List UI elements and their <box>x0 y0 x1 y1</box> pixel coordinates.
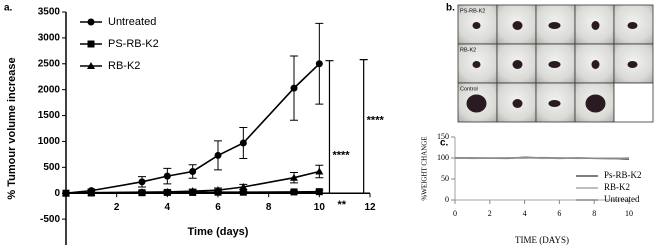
x-tick-label: 2 <box>114 202 120 213</box>
tumour <box>548 22 561 29</box>
marker <box>138 178 146 186</box>
y-axis-label: %WEIGHT CHANGE <box>421 136 429 200</box>
tumour <box>512 21 523 30</box>
x-tick-label: 6 <box>215 202 221 213</box>
tumour <box>472 22 481 29</box>
x-tick-label: 8 <box>266 202 272 213</box>
marker <box>138 188 146 196</box>
tumour <box>585 94 606 113</box>
tumour <box>548 61 561 68</box>
photo-cell <box>574 82 615 123</box>
y-tick-label: 150 <box>437 132 449 141</box>
x-tick-label: 0 <box>453 209 457 218</box>
marker <box>290 188 298 196</box>
x-tick-label: 12 <box>364 202 376 213</box>
legend-marker <box>87 18 95 26</box>
x-tick-label: 4 <box>165 202 171 213</box>
x-tick-label: 4 <box>523 209 527 218</box>
tumour <box>627 22 638 29</box>
y-tick-label: 100 <box>437 153 449 162</box>
annotation: ** <box>338 199 347 211</box>
marker <box>163 187 172 195</box>
y-tick-label: 1000 <box>38 136 61 147</box>
y-tick-label: 3500 <box>38 7 61 18</box>
y-tick-label: 2500 <box>38 58 61 69</box>
y-tick-label: -500 <box>40 214 60 225</box>
marker <box>87 188 96 196</box>
marker <box>290 84 298 92</box>
marker <box>214 151 222 159</box>
legend-label: Untreated <box>108 16 156 28</box>
x-tick-label: 10 <box>314 202 326 213</box>
y-tick-label: 3000 <box>38 33 61 44</box>
x-tick-label: 2 <box>488 209 492 218</box>
photo-cell <box>613 82 654 123</box>
legend-label: Ps-RB-K2 <box>604 170 642 180</box>
marker <box>163 172 171 180</box>
x-axis-label: TIME (DAYS) <box>515 235 569 245</box>
tumour <box>512 99 523 108</box>
y-tick-label: 2000 <box>38 84 61 95</box>
tumour <box>472 61 481 68</box>
y-tick-label: 1500 <box>38 110 61 121</box>
tumour <box>591 21 600 30</box>
tumour <box>548 100 561 107</box>
panel-label: a. <box>4 3 13 14</box>
panel-label: b. <box>446 3 455 14</box>
annotation: **** <box>367 115 385 127</box>
marker <box>239 183 248 191</box>
photo-cell <box>535 43 576 84</box>
y-tick-label: 50 <box>441 174 449 183</box>
marker <box>62 189 70 197</box>
marker <box>214 186 222 194</box>
marker <box>315 167 324 175</box>
annotation: **** <box>332 149 350 161</box>
legend-label: Untreated <box>604 194 640 204</box>
tumour <box>512 60 523 69</box>
tumour <box>627 61 638 68</box>
legend-marker <box>87 62 95 69</box>
marker <box>189 167 197 175</box>
row-label: PS-RB-K2 <box>460 8 485 14</box>
chart: -500 0 500 1000 1500 2000 2500 3000 3500 2 4 6 8 10 12… <box>4 3 385 245</box>
marker <box>290 173 298 181</box>
x-tick-label: 10 <box>625 209 633 218</box>
legend-marker <box>87 40 95 48</box>
legend-label: PS-RB-K2 <box>108 38 159 50</box>
x-tick-label: 6 <box>557 209 561 218</box>
y-axis-label: % Tumour volume increase <box>6 57 18 199</box>
significance-bracket <box>325 60 334 194</box>
marker <box>239 188 247 196</box>
legend-label: RB-K2 <box>108 60 140 72</box>
series-line <box>455 156 630 160</box>
chart: 0 50 100 150 0 2 4 6 8 10 c. %WEIGHT CHANGE TIME (DA… <box>421 132 642 245</box>
y-tick-label: 500 <box>43 162 60 173</box>
panel-label: c. <box>440 138 449 149</box>
y-tick-label: 0 <box>54 188 60 199</box>
marker <box>315 188 323 196</box>
tumour <box>591 60 600 69</box>
x-tick-label: 8 <box>592 209 596 218</box>
significance-bracket <box>359 59 368 194</box>
marker <box>239 139 247 147</box>
y-tick-label: 0 <box>445 195 449 204</box>
marker <box>315 60 323 68</box>
legend-label: RB-K2 <box>604 182 630 192</box>
tumour <box>466 94 487 113</box>
row-label: RB-K2 <box>460 47 476 53</box>
x-axis-label: Time (days) <box>188 226 249 238</box>
marker <box>188 187 197 195</box>
row-label: Control <box>460 86 478 92</box>
